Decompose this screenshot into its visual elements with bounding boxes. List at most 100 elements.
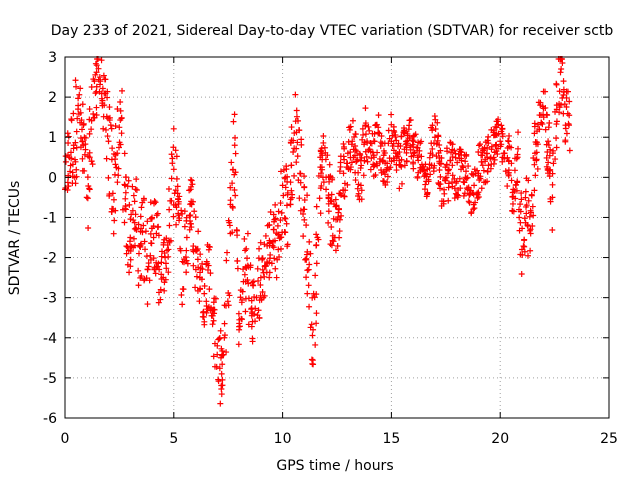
y-tick-label: -5 (43, 371, 57, 387)
data-point-scatter (433, 141, 440, 148)
data-point-scatter (336, 168, 343, 175)
data-point-scatter (79, 126, 86, 133)
data-point-scatter (158, 248, 165, 255)
data-point-scatter (217, 400, 224, 407)
data-point-scatter (142, 246, 149, 253)
data-point-scatter (274, 222, 281, 229)
data-point-scatter (361, 157, 368, 164)
data-point-scatter (424, 166, 431, 173)
data-point-scatter (305, 282, 312, 289)
data-point (527, 230, 534, 237)
data-point-scatter (341, 144, 348, 151)
data-point-scatter (354, 156, 361, 163)
data-point-scatter (129, 207, 136, 214)
data-point-scatter (82, 134, 89, 141)
data-point-scatter (121, 181, 128, 188)
data-point-scatter (311, 294, 318, 301)
data-point-scatter (106, 104, 113, 111)
data-point-scatter (448, 149, 455, 156)
data-point-scatter (93, 83, 100, 90)
data-point-scatter (218, 386, 225, 393)
data-point-scatter (294, 139, 301, 146)
data-point-scatter (82, 141, 89, 148)
data-point-scatter (318, 170, 325, 177)
data-point-scatter (481, 145, 488, 152)
data-point-scatter (115, 172, 122, 179)
data-point-scatter (418, 161, 425, 168)
data-point-scatter (549, 227, 556, 234)
data-point (127, 234, 134, 241)
data-point-scatter (165, 253, 172, 260)
data-point-scatter (532, 172, 539, 179)
data-point-scatter (363, 153, 370, 160)
data-point-scatter (152, 199, 159, 206)
data-point-scatter (465, 198, 472, 205)
data-point-scatter (99, 85, 106, 92)
data-point-scatter (91, 78, 98, 85)
data-point-scatter (502, 168, 509, 175)
data-point-scatter (72, 180, 79, 187)
data-point-scatter (219, 361, 226, 368)
data-point-scatter (517, 208, 524, 215)
data-point-scatter (352, 142, 359, 149)
data-point-scatter (432, 125, 439, 132)
data-point-scatter (553, 135, 560, 142)
data-point-scatter (566, 112, 573, 119)
data-point-scatter (321, 144, 328, 151)
data-point-scatter (135, 282, 142, 289)
data-point (453, 178, 460, 185)
data-point-scatter (64, 179, 71, 186)
data-point-scatter (403, 158, 410, 165)
data-point-scatter (475, 142, 482, 149)
data-point (357, 182, 364, 189)
data-point-scatter (235, 310, 242, 317)
data-point-scatter (508, 160, 515, 167)
data-point-scatter (389, 132, 396, 139)
data-point-scatter (553, 144, 560, 151)
data-point (523, 210, 530, 217)
data-point (275, 246, 282, 253)
data-point-scatter (505, 167, 512, 174)
data-point-scatter (421, 167, 428, 174)
data-point-scatter (530, 154, 537, 161)
data-point-scatter (105, 174, 112, 181)
data-point-scatter (367, 148, 374, 155)
data-point-scatter (429, 145, 436, 152)
data-point-scatter (542, 88, 549, 95)
data-point-scatter (242, 308, 249, 315)
data-point-scatter (403, 144, 410, 151)
data-point-scatter (230, 118, 237, 125)
data-point-scatter (85, 224, 92, 231)
data-point-scatter (219, 347, 226, 354)
data-point-scatter (358, 154, 365, 161)
data-point-scatter (524, 221, 531, 228)
data-point-scatter (423, 193, 430, 200)
data-point-scatter (521, 248, 528, 255)
data-point-scatter (336, 228, 343, 235)
data-point-scatter (390, 123, 397, 130)
data-point-scatter (478, 185, 485, 192)
data-point-scatter (221, 332, 228, 339)
data-point-scatter (510, 208, 517, 215)
data-point-scatter (485, 133, 492, 140)
data-point-scatter (127, 248, 134, 255)
data-point-scatter (72, 77, 79, 84)
data-point-scatter (295, 127, 302, 134)
data-point-scatter (364, 138, 371, 145)
data-point-scatter (543, 163, 550, 170)
data-point (131, 198, 138, 205)
data-point-scatter (546, 120, 553, 127)
data-point-scatter (98, 57, 105, 64)
data-point-scatter (517, 201, 524, 208)
data-point-scatter (354, 185, 361, 192)
data-point-scatter (238, 315, 245, 322)
data-point-scatter (398, 156, 405, 163)
data-point-scatter (173, 221, 180, 228)
data-point-scatter (514, 145, 521, 152)
data-point-scatter (232, 134, 239, 141)
data-point-scatter (426, 154, 433, 161)
data-point (144, 266, 151, 273)
data-point-scatter (366, 127, 373, 134)
data-point-scatter (362, 131, 369, 138)
data-point-scatter (497, 143, 504, 150)
